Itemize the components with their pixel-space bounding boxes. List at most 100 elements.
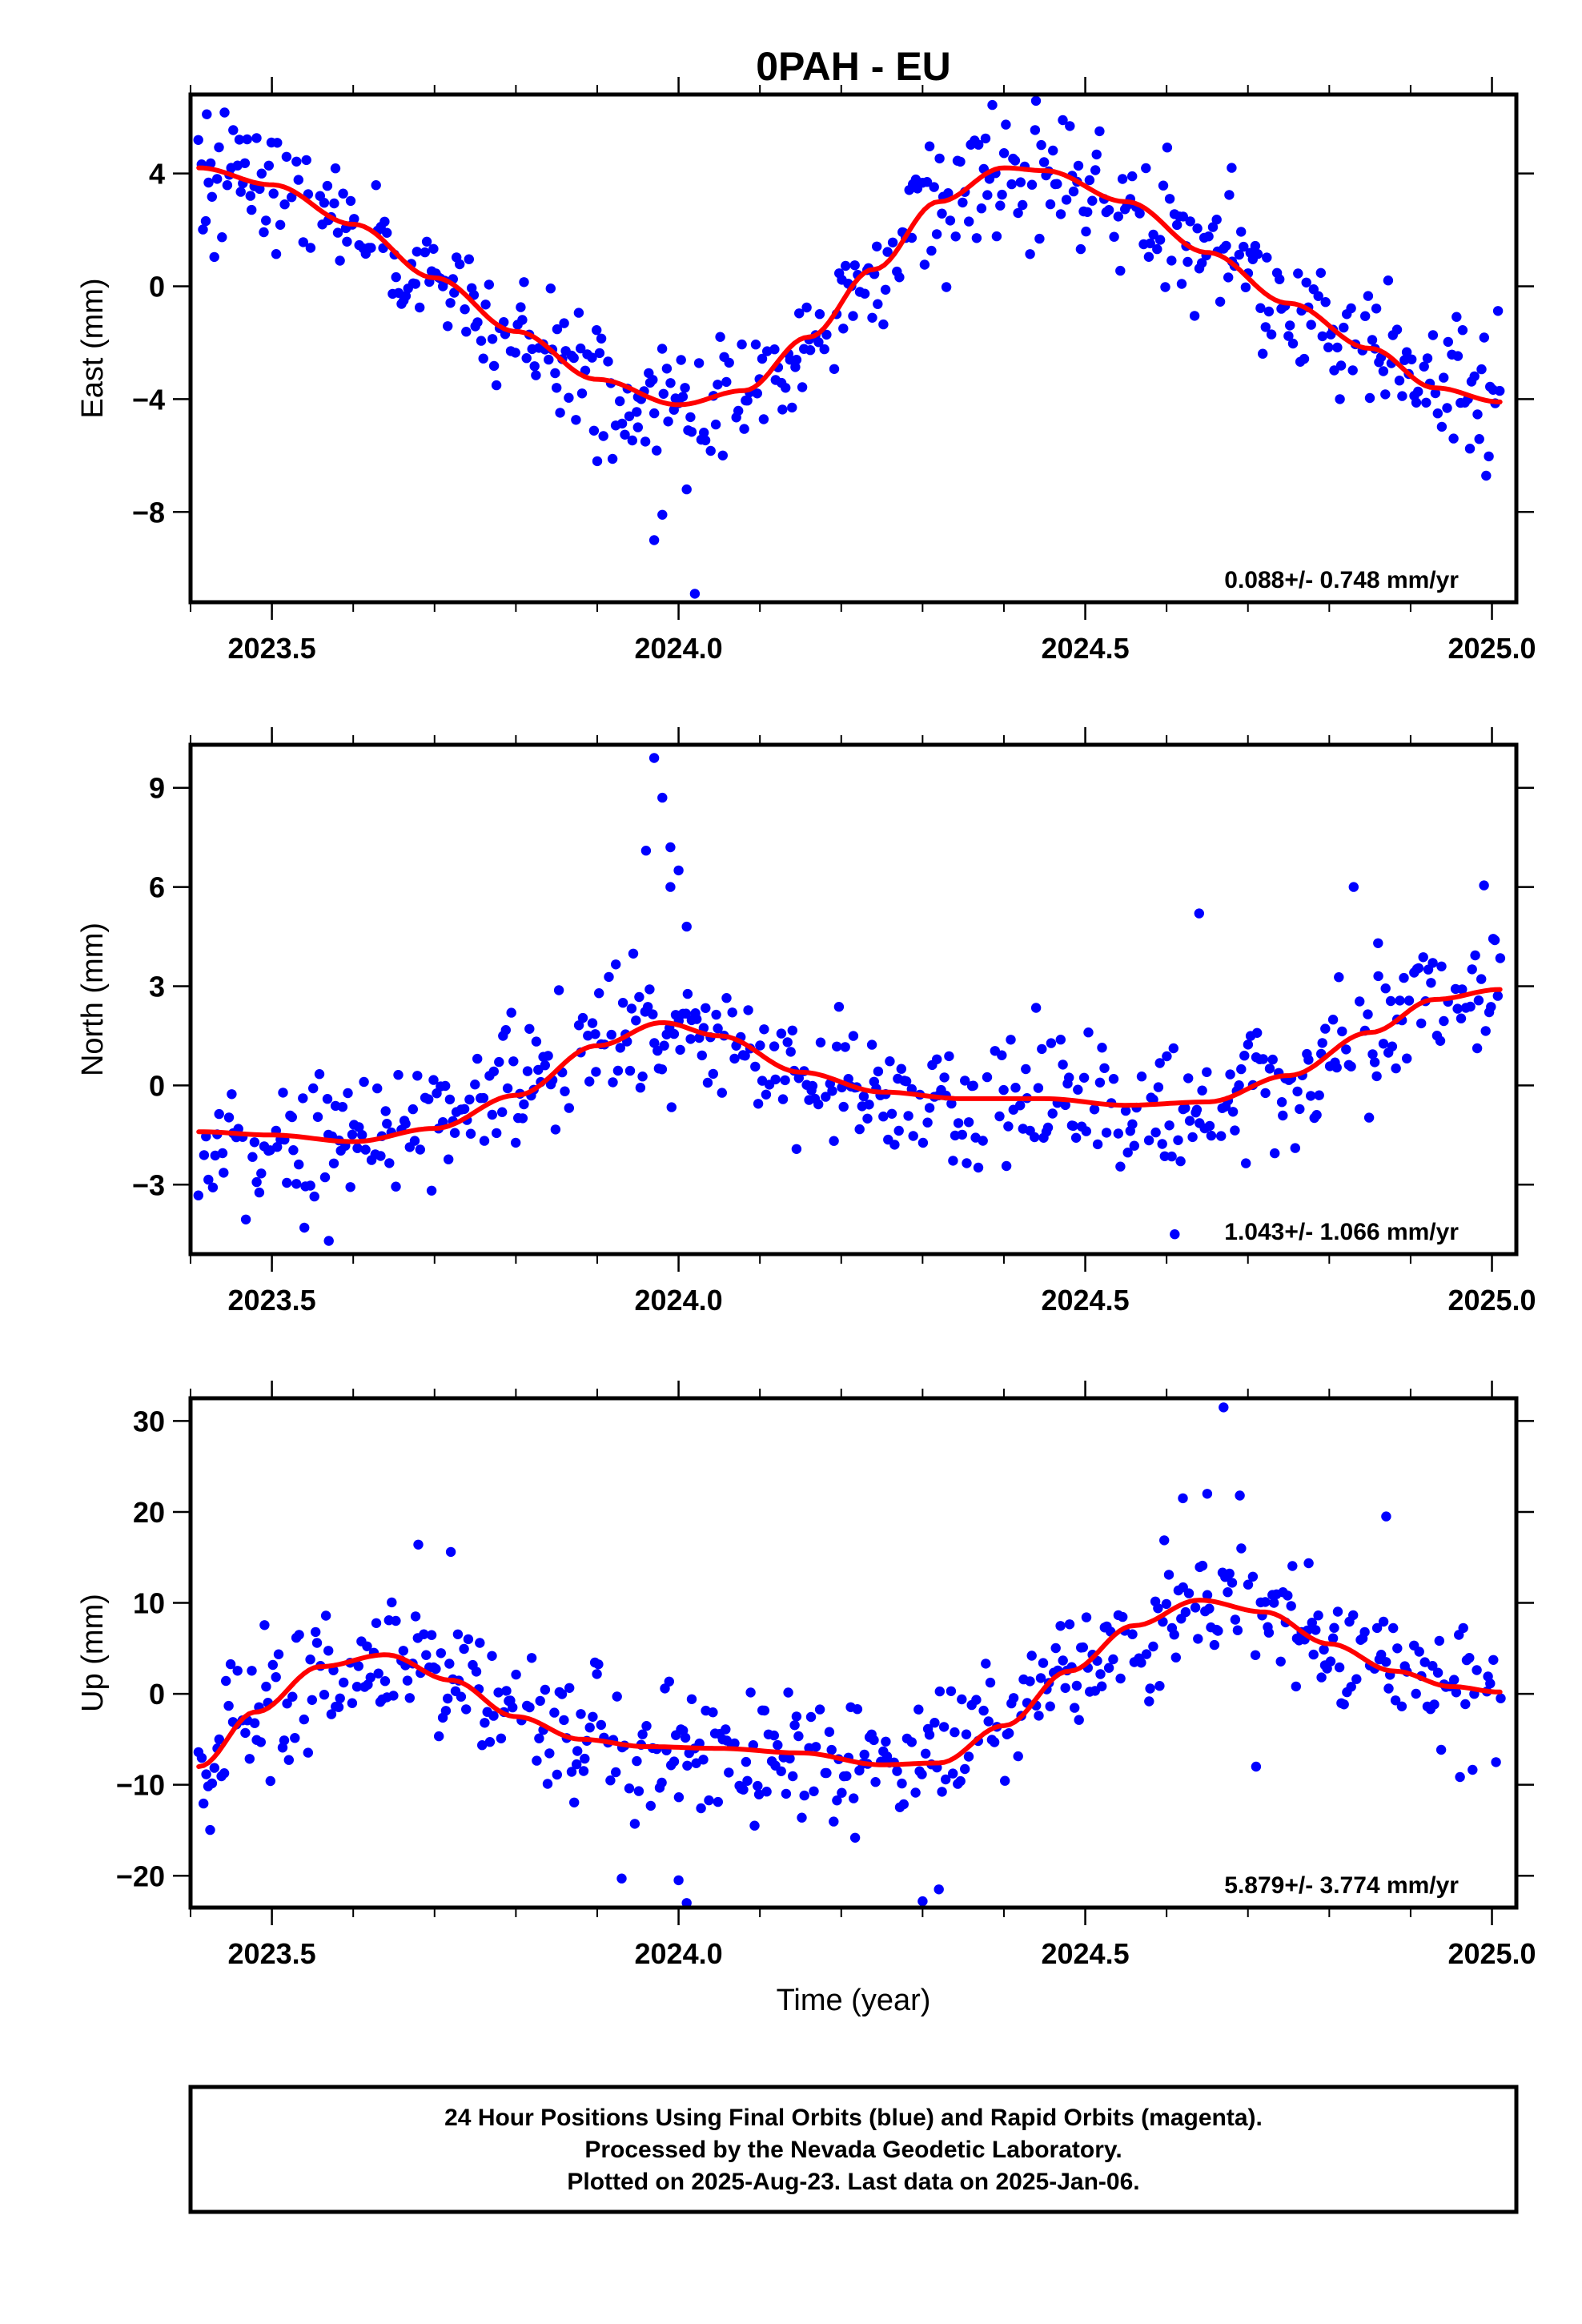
figure-title: 0PAH - EU bbox=[756, 44, 951, 89]
up-data-point bbox=[279, 1735, 290, 1746]
north-data-point bbox=[615, 1043, 625, 1053]
north-data-point bbox=[873, 1066, 884, 1077]
north-data-point bbox=[1320, 1023, 1331, 1034]
up-data-point bbox=[892, 1766, 902, 1776]
east-data-point bbox=[1018, 199, 1028, 211]
east-data-point bbox=[1143, 251, 1154, 262]
east-data-point bbox=[717, 450, 728, 460]
east-data-point bbox=[1419, 361, 1429, 372]
north-data-point bbox=[1058, 1059, 1068, 1070]
up-data-point bbox=[1348, 1610, 1359, 1621]
up-data-point bbox=[1202, 1590, 1213, 1600]
east-data-point bbox=[587, 352, 597, 363]
up-data-point bbox=[713, 1796, 723, 1807]
north-y-axis-label: North (mm) bbox=[76, 923, 110, 1076]
east-data-point bbox=[1442, 403, 1452, 413]
east-data-point bbox=[603, 356, 613, 367]
north-data-point bbox=[1278, 1110, 1288, 1121]
up-data-point bbox=[985, 1677, 996, 1688]
east-data-point bbox=[596, 333, 607, 344]
up-data-point bbox=[832, 1795, 842, 1806]
north-data-point bbox=[508, 1056, 519, 1067]
north-data-point bbox=[1108, 1074, 1119, 1084]
north-data-point bbox=[1042, 1122, 1054, 1133]
north-data-point bbox=[214, 1108, 224, 1120]
up-data-point bbox=[1008, 1693, 1019, 1703]
east-data-point bbox=[926, 245, 937, 256]
east-data-point bbox=[319, 198, 330, 208]
east-data-point bbox=[271, 249, 282, 259]
up-data-point bbox=[869, 1735, 879, 1746]
east-data-point bbox=[1266, 329, 1277, 340]
east-data-point bbox=[1141, 163, 1151, 174]
north-data-point bbox=[193, 1190, 203, 1200]
north-data-point bbox=[1243, 1039, 1254, 1050]
east-data-point bbox=[652, 445, 662, 456]
east-data-point bbox=[200, 215, 211, 227]
up-data-point bbox=[592, 1669, 602, 1679]
up-data-point bbox=[633, 1786, 644, 1796]
north-data-point bbox=[1426, 978, 1436, 988]
north-data-point bbox=[858, 1091, 869, 1102]
up-data-point bbox=[566, 1767, 577, 1777]
up-data-point bbox=[1064, 1619, 1075, 1630]
north-data-point bbox=[1258, 1054, 1269, 1064]
north-data-point bbox=[1033, 1083, 1044, 1093]
east-data-point bbox=[1081, 226, 1091, 237]
east-data-point bbox=[1073, 160, 1084, 171]
east-data-point bbox=[649, 408, 660, 419]
up-data-point bbox=[789, 1720, 800, 1731]
north-data-point bbox=[1122, 1148, 1133, 1158]
up-data-point bbox=[1269, 1598, 1279, 1608]
north-data-point bbox=[550, 1124, 561, 1135]
up-data-point bbox=[729, 1738, 740, 1749]
caption-line-1: 24 Hour Positions Using Final Orbits (bl… bbox=[444, 2105, 1263, 2131]
up-data-point bbox=[326, 1709, 337, 1719]
north-data-point bbox=[1097, 1043, 1107, 1053]
north-data-point bbox=[994, 1111, 1005, 1122]
east-data-point bbox=[880, 284, 891, 295]
up-data-point bbox=[1260, 1597, 1271, 1607]
east-data-point bbox=[1052, 179, 1062, 189]
up-rate-label: 5.879+/- 3.774 mm/yr bbox=[1224, 1872, 1459, 1899]
north-data-point bbox=[1184, 1116, 1195, 1126]
east-data-point bbox=[924, 141, 935, 151]
north-data-point bbox=[288, 1145, 299, 1156]
north-data-point bbox=[531, 1036, 542, 1047]
north-data-point bbox=[886, 1108, 897, 1120]
east-data-point bbox=[680, 383, 690, 393]
north-data-point bbox=[963, 1117, 974, 1128]
up-data-point bbox=[1381, 1657, 1391, 1667]
north-data-point bbox=[391, 1181, 401, 1192]
up-data-point bbox=[1050, 1642, 1061, 1654]
north-data-point bbox=[1197, 1085, 1207, 1096]
east-data-point bbox=[848, 311, 858, 321]
up-data-point bbox=[669, 1756, 680, 1767]
north-x-tick-label: 2024.0 bbox=[635, 1284, 723, 1317]
east-data-point bbox=[1427, 330, 1439, 340]
north-data-point bbox=[864, 1100, 874, 1110]
north-data-point bbox=[470, 1080, 480, 1090]
north-data-point bbox=[1416, 1018, 1427, 1029]
up-data-point bbox=[1070, 1703, 1080, 1713]
north-data-point bbox=[564, 1103, 574, 1113]
up-data-point bbox=[1307, 1618, 1318, 1628]
east-data-point bbox=[1263, 306, 1275, 317]
north-data-point bbox=[380, 1106, 391, 1116]
up-data-point bbox=[1193, 1634, 1203, 1644]
north-data-point bbox=[840, 1042, 850, 1052]
up-data-point bbox=[371, 1618, 382, 1629]
up-data-point bbox=[365, 1672, 375, 1683]
north-data-point bbox=[1083, 1027, 1094, 1038]
east-data-point bbox=[1221, 240, 1231, 251]
up-data-point bbox=[596, 1719, 606, 1731]
north-data-point bbox=[219, 1168, 229, 1178]
east-data-point bbox=[894, 272, 905, 283]
up-data-point bbox=[1283, 1590, 1293, 1601]
east-data-point bbox=[607, 453, 618, 464]
up-data-point bbox=[1432, 1667, 1443, 1678]
east-data-point bbox=[342, 236, 352, 247]
east-data-point bbox=[919, 259, 930, 270]
north-rate-label: 1.043+/- 1.066 mm/yr bbox=[1224, 1219, 1459, 1245]
up-data-point bbox=[1313, 1610, 1323, 1621]
